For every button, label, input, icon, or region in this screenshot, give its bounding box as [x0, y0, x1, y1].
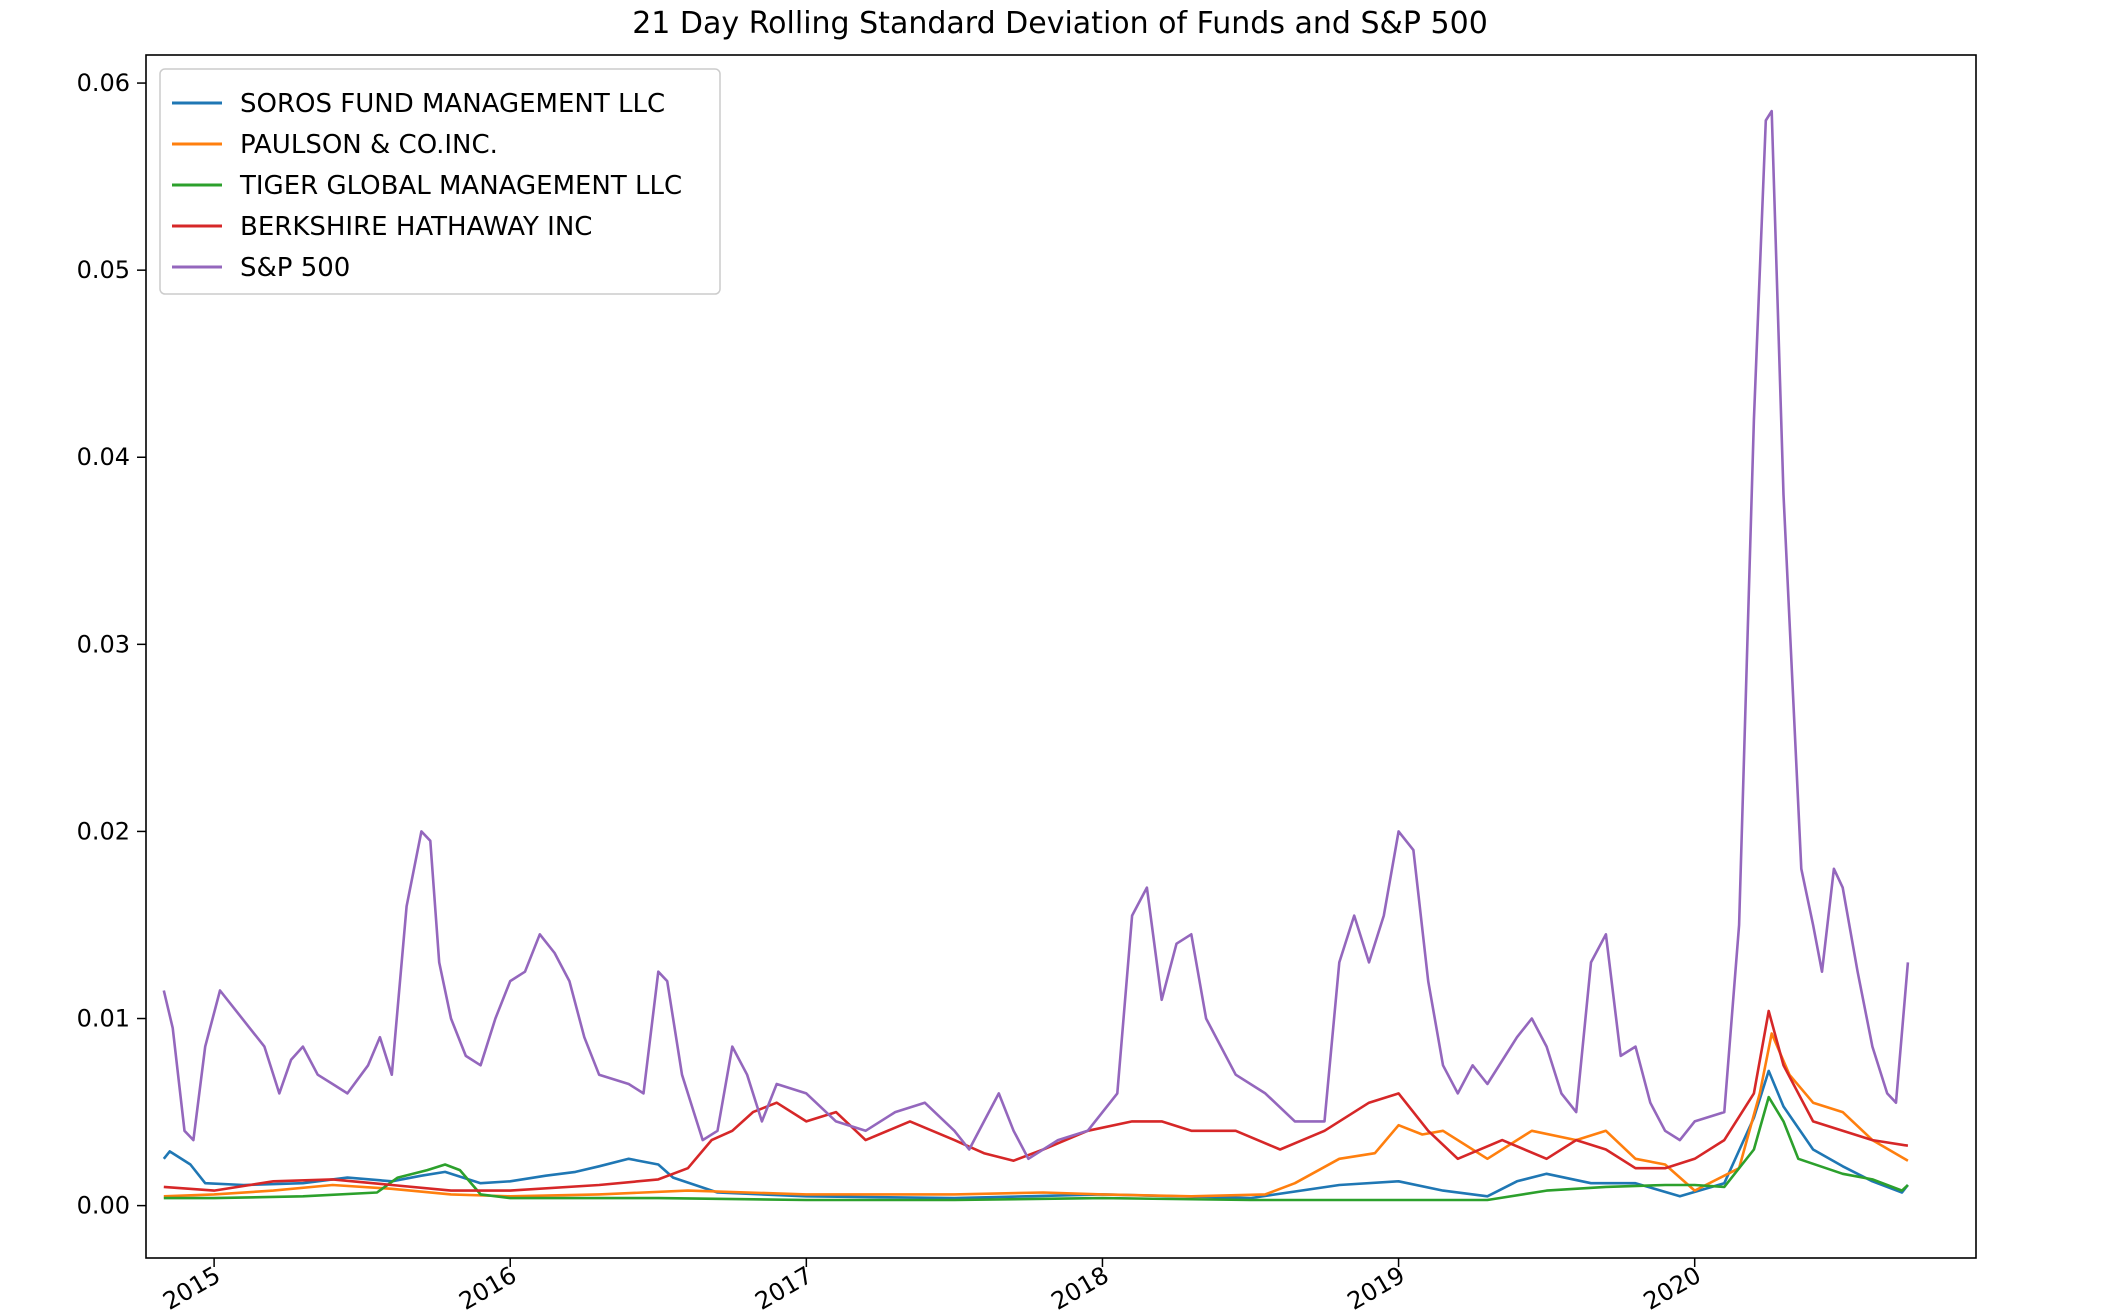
y-tick-label: 0.00 — [77, 1192, 130, 1220]
y-tick-label: 0.02 — [77, 817, 130, 845]
legend-box — [159, 68, 721, 295]
series-layer — [162, 109, 1910, 1202]
y-tick-label: 0.04 — [77, 443, 130, 471]
legend-entry: S&P 500 — [240, 253, 350, 283]
y-tick-label: 0.03 — [77, 630, 130, 658]
legend-entry: BERKSHIRE HATHAWAY INC — [240, 212, 592, 242]
plot-frame — [145, 54, 1977, 1259]
y-tick-label: 0.06 — [77, 69, 130, 97]
legend-entry: PAULSON & CO.INC. — [240, 130, 498, 160]
legend-entry: TIGER GLOBAL MANAGEMENT LLC — [239, 171, 682, 201]
chart-title: 21 Day Rolling Standard Deviation of Fun… — [632, 6, 1488, 41]
y-tick-label: 0.01 — [77, 1005, 130, 1033]
series-line-2 — [163, 1095, 1909, 1202]
series-line-3 — [163, 1009, 1909, 1192]
y-axis: 0.00 0.01 0.02 0.03 0.04 0.05 0.06 — [77, 69, 146, 1220]
legend: SOROS FUND MANAGEMENT LLC PAULSON & CO.IN… — [159, 68, 721, 295]
y-tick-label: 0.05 — [77, 256, 130, 284]
legend-entry: SOROS FUND MANAGEMENT LLC — [240, 89, 665, 119]
series-line-4 — [162, 109, 1910, 1161]
